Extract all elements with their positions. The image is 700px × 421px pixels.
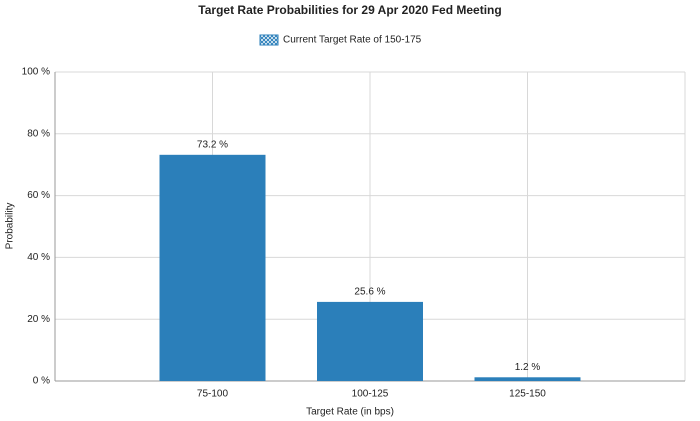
x-axis-title: Target Rate (in bps) bbox=[306, 407, 394, 418]
data-label: 25.6 % bbox=[354, 287, 385, 298]
chart-title: Target Rate Probabilities for 29 Apr 202… bbox=[198, 3, 501, 17]
y-tick-label: 80 % bbox=[27, 128, 50, 139]
y-axis-title: Probability bbox=[5, 203, 16, 250]
y-tick-label: 60 % bbox=[27, 190, 50, 201]
x-tick-label: 100-125 bbox=[352, 389, 389, 400]
y-tick-label: 20 % bbox=[27, 314, 50, 325]
y-tick-label: 40 % bbox=[27, 252, 50, 263]
bar bbox=[474, 377, 581, 381]
data-label: 1.2 % bbox=[515, 362, 541, 373]
y-tick-label: 0 % bbox=[33, 376, 50, 387]
y-tick-label: 100 % bbox=[22, 67, 50, 78]
legend-swatch bbox=[259, 34, 279, 46]
x-tick-label: 125-150 bbox=[509, 389, 546, 400]
x-tick-label: 75-100 bbox=[197, 389, 229, 400]
bar bbox=[317, 301, 423, 381]
bar bbox=[159, 154, 266, 381]
legend-label: Current Target Rate of 150-175 bbox=[283, 35, 422, 46]
data-label: 73.2 % bbox=[197, 139, 228, 150]
